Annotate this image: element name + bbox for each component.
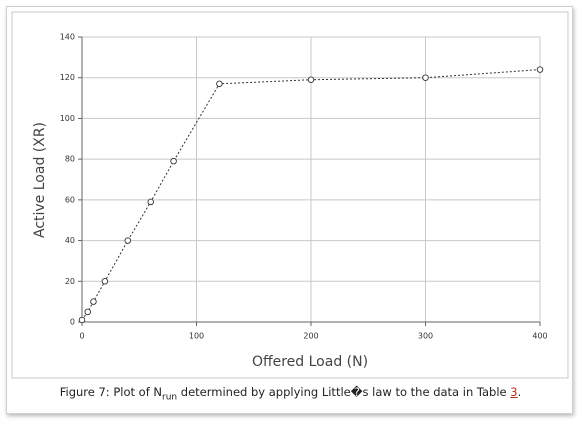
- caption-subscript: run: [162, 392, 178, 403]
- y-tick-label: 60: [65, 195, 75, 204]
- y-tick-label: 120: [60, 73, 75, 82]
- x-tick-label: 400: [532, 332, 547, 341]
- data-point: [101, 278, 109, 285]
- x-tick-label: 0: [79, 332, 84, 341]
- data-point: [536, 66, 544, 73]
- caption-text: Figure 7: Plot of N: [59, 385, 163, 399]
- y-tick-label: 20: [65, 277, 75, 286]
- y-tick-label: 0: [70, 318, 75, 327]
- y-tick-label: 40: [65, 236, 75, 245]
- data-point: [422, 74, 429, 81]
- caption-text: determined by applying Little�s law to t…: [177, 385, 511, 399]
- data-point: [124, 237, 132, 244]
- data-point: [307, 76, 315, 83]
- data-point: [147, 198, 154, 206]
- caption-text: .: [517, 385, 522, 399]
- x-axis-label: Offered Load (N): [252, 354, 368, 370]
- data-point: [78, 316, 86, 324]
- y-tick-label: 140: [60, 33, 75, 42]
- caption: Figure 7: Plot of Nrun determined by app…: [0, 385, 581, 402]
- y-tick-label: 100: [60, 114, 75, 123]
- y-tick-label: 80: [65, 155, 75, 164]
- y-axis-label: Active Load (XR): [32, 122, 48, 238]
- x-tick-label: 200: [303, 332, 318, 341]
- data-point: [216, 80, 223, 88]
- data-point: [170, 157, 177, 165]
- table-link[interactable]: 3: [510, 385, 518, 399]
- x-tick-label: 100: [189, 332, 204, 341]
- data-point: [84, 308, 91, 316]
- chart-border: [11, 11, 569, 379]
- data-point: [90, 298, 97, 305]
- x-tick-label: 300: [418, 332, 433, 341]
